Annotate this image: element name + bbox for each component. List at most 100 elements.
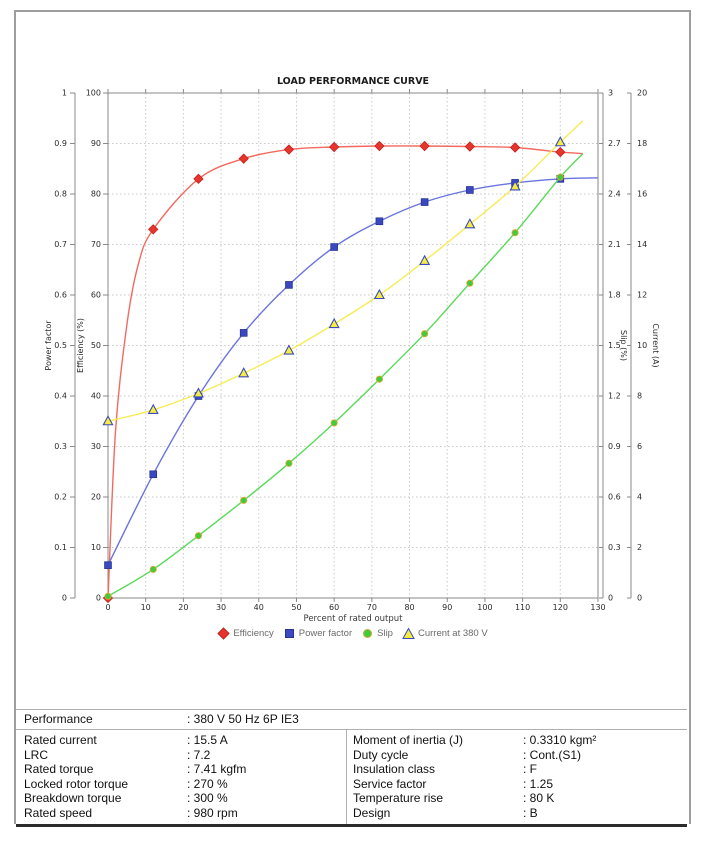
marker-diamond-efficiency	[374, 140, 385, 152]
current-axis-tick-label: 2	[637, 543, 642, 552]
spec-value: : 15.5 A	[187, 733, 228, 747]
slip-axis-tick-label: 2.1	[608, 240, 621, 249]
spec-value: : B	[523, 805, 538, 820]
efficiency-axis-tick-label: 0	[96, 594, 101, 603]
current-axis-tick-label: 20	[637, 89, 647, 98]
slip-axis-tick-label: 1.2	[608, 392, 621, 401]
spec-value: : 980 rpm	[187, 805, 238, 820]
spec-value: : Cont.(S1)	[523, 747, 582, 762]
x-axis-tick-label: 10	[141, 603, 151, 612]
spec-row-rated-torque: Rated torque : 7.41 kgfm	[16, 762, 346, 777]
legend-square-icon	[284, 628, 294, 638]
series-curve-efficiency	[107, 145, 583, 599]
legend-item-efficiency: Efficiency	[217, 626, 274, 640]
spec-row-breakdown-torque: Breakdown torque : 300 %	[16, 791, 346, 806]
efficiency-axis-tick-label: 90	[91, 139, 101, 148]
spec-row-lrc: LRC : 7.2	[16, 748, 346, 763]
spec-label: Rated torque	[24, 762, 94, 776]
performance-value: : 380 V 50 Hz 6P IE3	[187, 712, 299, 726]
chart-title: LOAD PERFORMANCE CURVE	[277, 76, 429, 87]
current-axis-tick-label: 8	[637, 392, 642, 401]
spec-value: : 80 K	[523, 791, 555, 805]
power-factor-axis-tick-label: 0.6	[54, 291, 67, 300]
marker-diamond-efficiency	[193, 173, 204, 185]
current-axis-tick-label: 12	[637, 291, 647, 300]
report-frame	[14, 10, 691, 824]
marker-square-power_factor	[466, 186, 474, 194]
series-curve-current	[107, 120, 584, 422]
marker-diamond-efficiency	[464, 141, 476, 152]
slip-axis-tick-label: 1.5	[608, 341, 621, 350]
marker-circle-slip	[285, 459, 293, 467]
marker-square-power_factor	[149, 470, 158, 479]
spec-value: : 7.2	[187, 747, 211, 762]
spec-table: Performance : 380 V 50 Hz 6P IE3 Rated c…	[16, 688, 687, 827]
marker-circle-slip	[556, 173, 564, 181]
legend-label-slip: Slip	[377, 627, 393, 639]
spec-table-left-column: Rated current : 15.5 A LRC : 7.2 Rated t…	[16, 730, 346, 824]
spec-label: Duty cycle	[353, 747, 409, 762]
power-factor-axis-title: Power factor	[44, 320, 53, 371]
efficiency-axis-tick-label: 60	[91, 291, 101, 300]
marker-diamond-efficiency	[509, 142, 521, 153]
spec-value: : 1.25	[523, 776, 554, 791]
power-factor-axis-tick-label: 0.8	[54, 190, 67, 199]
slip-axis-tick-label: 2.4	[608, 190, 621, 199]
load-performance-chart: 0 10 20 30 40 50 60 70 80 90 100 110 120 130010203040…	[44, 76, 660, 624]
slip-axis-tick-label: 3	[608, 89, 613, 98]
x-axis-tick-label: 80	[404, 603, 414, 612]
legend-label-efficiency: Efficiency	[233, 627, 274, 639]
spec-label: Insulation class	[353, 762, 436, 776]
slip-axis-tick-label: 0.9	[608, 442, 621, 451]
legend-item-current-at-380-v: Current at 380 V	[402, 626, 488, 640]
power-factor-axis-tick-label: 0.3	[54, 442, 67, 451]
x-axis-tick-label: 120	[553, 603, 568, 612]
current-axis-tick-label: 4	[637, 493, 642, 502]
marker-square-power_factor	[420, 198, 429, 206]
spec-table-body: Rated current : 15.5 A LRC : 7.2 Rated t…	[16, 730, 687, 827]
power-factor-axis-tick-label: 0.4	[54, 392, 67, 401]
x-axis-tick-label: 40	[254, 603, 264, 612]
power-factor-axis-tick-label: 1	[62, 89, 67, 98]
efficiency-axis-tick-label: 50	[91, 341, 101, 350]
spec-value: : 300 %	[187, 791, 228, 805]
efficiency-axis-tick-label: 100	[86, 89, 101, 98]
marker-square-power_factor	[330, 243, 338, 251]
legend-label-current-at-380-v: Current at 380 V	[417, 627, 488, 639]
spec-row-service-factor: Service factor : 1.25	[347, 777, 687, 792]
marker-diamond-efficiency	[238, 153, 249, 164]
spec-row-insulation-class: Insulation class : F	[347, 762, 687, 777]
x-axis-tick-label: 0	[105, 603, 110, 612]
marker-triangle-current	[102, 415, 114, 426]
spec-row-duty-cycle: Duty cycle : Cont.(S1)	[347, 748, 687, 763]
spec-label: LRC	[24, 747, 49, 762]
marker-circle-slip	[466, 279, 474, 287]
legend-label-power-factor: Power factor	[298, 627, 353, 639]
slip-axis-tick-label: 2.7	[608, 139, 621, 148]
marker-diamond-efficiency	[148, 224, 159, 235]
legend-marker-shape	[217, 626, 231, 640]
efficiency-axis-tick-label: 10	[91, 543, 101, 552]
x-axis-title: Percent of rated output	[304, 614, 404, 624]
slip-axis-tick-label: 1.8	[608, 291, 621, 300]
slip-axis-tick-label: 0.3	[608, 543, 621, 552]
power-factor-axis-tick-label: 0.2	[54, 493, 67, 502]
slip-axis-tick-label: 0	[608, 594, 613, 603]
marker-diamond-efficiency	[283, 144, 295, 155]
marker-circle-slip	[421, 330, 429, 338]
marker-circle-slip	[240, 496, 248, 504]
marker-diamond-efficiency	[555, 146, 566, 158]
efficiency-axis-tick-label: 20	[91, 493, 101, 502]
marker-triangle-current	[464, 218, 476, 229]
legend-marker-shape	[402, 626, 415, 639]
spec-row-temperature-rise: Temperature rise : 80 K	[347, 791, 687, 806]
x-axis-tick-label: 30	[216, 603, 226, 612]
x-axis-tick-label: 130	[590, 603, 605, 612]
legend-marker-shape	[363, 628, 373, 638]
marker-circle-slip	[149, 565, 157, 573]
current-axis-tick-label: 18	[637, 139, 647, 148]
legend-item-slip: Slip	[361, 627, 393, 640]
x-axis-tick-label: 90	[442, 603, 452, 612]
current-axis-title: Current (A)	[651, 323, 660, 367]
spec-label: Service factor	[353, 776, 427, 791]
